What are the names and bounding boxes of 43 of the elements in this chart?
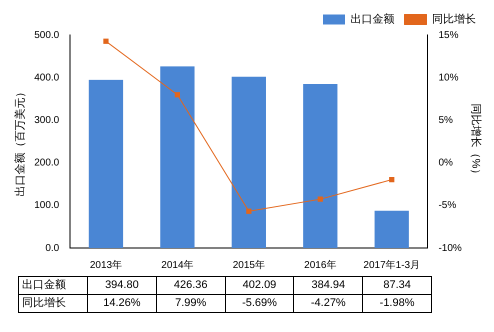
- data-label: 384.94: [294, 276, 363, 294]
- data-label: 7.99%: [156, 294, 226, 312]
- data-label: 426.36: [156, 276, 226, 294]
- data-label: -5.69%: [225, 294, 294, 312]
- bar: [303, 84, 338, 248]
- x-tick-label: 2016年: [304, 258, 336, 271]
- bar: [88, 80, 124, 248]
- point: [246, 208, 252, 214]
- legend-label: 同比增长: [432, 12, 476, 26]
- y-axis-title: 出口金额（百万美元）: [14, 86, 27, 196]
- data-label: 394.80: [88, 276, 156, 294]
- point: [174, 92, 180, 98]
- text: 同比增长: [22, 297, 66, 309]
- y-tick-label: 400.0: [34, 72, 60, 84]
- y2-tick-label: -5%: [438, 200, 456, 212]
- x-tick-label: 2017年1-3月: [363, 258, 420, 271]
- x-tick-label: 2013年: [90, 258, 122, 271]
- y-tick-label: 300.0: [34, 114, 60, 126]
- data-label: -4.27%: [294, 294, 363, 312]
- y-tick-label: 500.0: [34, 30, 60, 41]
- y2-tick-label: -10%: [438, 242, 462, 254]
- point: [318, 196, 323, 202]
- data-label: 14.26%: [88, 294, 156, 312]
- x-tick-label: 2014年: [161, 258, 194, 271]
- text: 出口金额: [22, 279, 66, 291]
- bar: [160, 66, 195, 248]
- y-tick-label: 0.0: [45, 242, 60, 254]
- bar: [374, 210, 409, 248]
- y-tick-label: 200.0: [34, 158, 60, 169]
- y2-tick-label: 5%: [438, 114, 454, 126]
- legend-label: 出口金额: [350, 12, 394, 26]
- data-label: -1.98%: [362, 294, 432, 312]
- data-label: 402.09: [225, 276, 294, 294]
- y2-axis-title: 同比增长（%）: [469, 104, 482, 180]
- y2-tick-label: 0%: [438, 158, 454, 169]
- point: [389, 177, 394, 182]
- point: [103, 38, 109, 44]
- data-label: 87.34: [362, 276, 432, 294]
- y2-tick-label: 15%: [438, 30, 459, 41]
- bar: [232, 76, 266, 248]
- y-tick-label: 100.0: [34, 200, 60, 212]
- x-tick-label: 2015年: [232, 258, 265, 271]
- y2-tick-label: 10%: [438, 72, 459, 84]
